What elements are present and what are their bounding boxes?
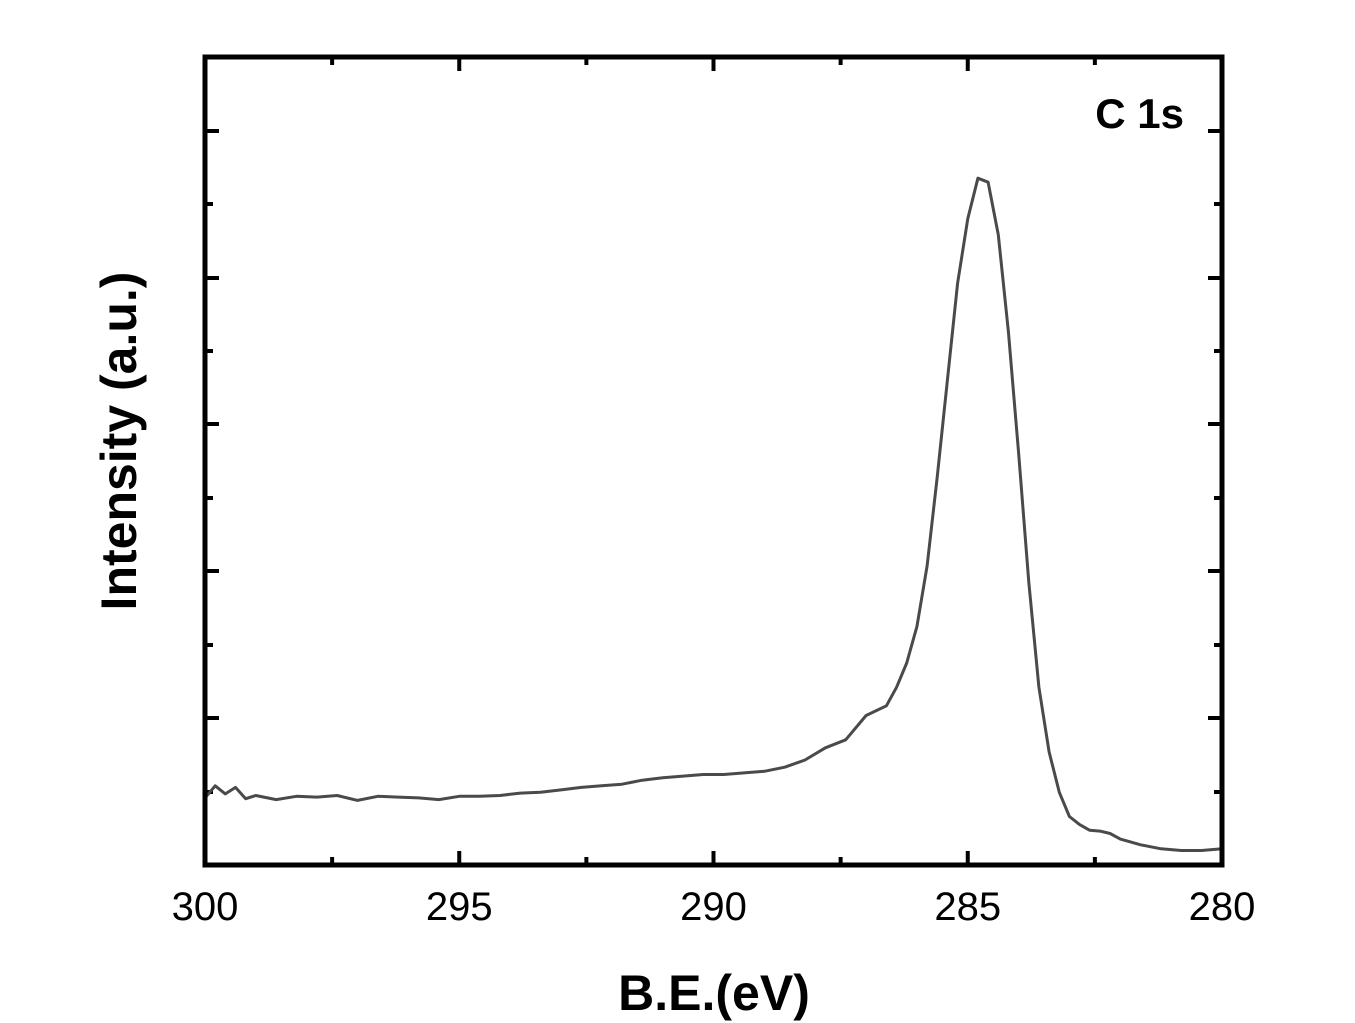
x-tick-label: 280 (1189, 885, 1256, 929)
x-axis-ticks (203, 57, 1224, 865)
plot-frame (202, 54, 1225, 868)
x-axis-title: B.E.(eV) (618, 965, 810, 1021)
x-tick-label: 300 (172, 885, 239, 929)
y-axis-ticks (205, 129, 1222, 794)
x-tick-label: 295 (426, 885, 493, 929)
peak-annotation: C 1s (1095, 90, 1184, 137)
y-axis-title: Intensity (a.u.) (91, 272, 147, 611)
x-tick-label: 285 (934, 885, 1001, 929)
x-tick-label: 290 (680, 885, 747, 929)
spectrum-line (203, 176, 1224, 852)
x-axis-tick-labels: 300 295 290 285 280 (172, 885, 1256, 929)
